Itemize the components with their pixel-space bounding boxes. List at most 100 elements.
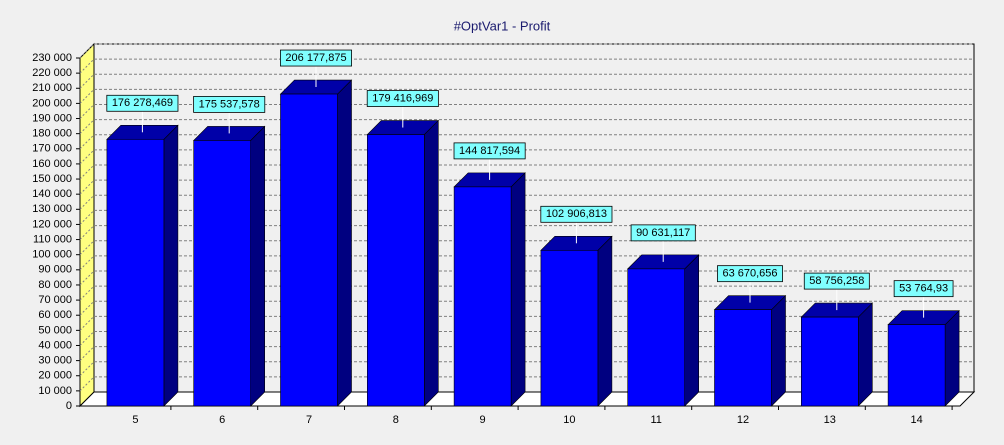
wall-grid-line [79,119,95,135]
bar-side [337,79,352,407]
x-tick-label: 12 [737,414,749,426]
wall-grid-line [79,285,95,301]
value-label: 53 764,93 [899,283,948,295]
y-tick-label: 120 000 [32,218,72,230]
bar [887,324,946,407]
x-tick-label: 5 [132,414,138,426]
y-tick-label: 60 000 [38,309,72,321]
value-label: 102 906,813 [546,208,607,220]
y-tick-label: 110 000 [33,233,72,245]
value-label-box [453,142,526,160]
bar-side [510,172,526,407]
wall-grid-line [79,315,95,331]
x-tick-label: 7 [306,414,312,426]
value-label-box [106,94,179,112]
value-label: 58 756,258 [809,275,864,287]
value-label: 206 177,875 [285,52,346,64]
wall-grid-line [79,179,95,195]
y-tick-label: 130 000 [32,203,72,215]
wall-grid-line [79,104,95,119]
value-label: 144 817,594 [459,145,520,157]
bar [106,138,165,407]
value-label-box [893,280,954,298]
y-tick-label: 220 000 [32,67,72,79]
value-label: 90 631,117 [636,227,690,239]
y-tick-label: 20 000 [38,370,72,382]
bar [366,134,425,407]
bar [714,309,772,407]
y-tick-label: 140 000 [32,188,72,200]
y-tick-label: 100 000 [32,249,72,261]
value-label: 175 537,578 [199,98,260,110]
x-tick-label: 14 [910,414,922,426]
y-tick-label: 170 000 [32,143,72,155]
wall-grid-line [79,376,95,392]
value-label-box [280,49,352,67]
wall-grid-line [79,300,95,316]
wall-grid-line [79,255,95,271]
value-label-box [193,96,266,113]
bar [627,268,686,407]
y-tick-label: 210 000 [32,82,72,94]
value-label-box [630,224,696,242]
x-tick-label: 8 [393,414,399,426]
wall-grid-line [79,270,95,286]
y-tick-label: 180 000 [32,128,72,140]
y-tick-label: 80 000 [38,279,72,291]
value-label: 176 278,469 [112,97,173,109]
y-tick-label: 10 000 [38,385,72,397]
y-tick-label: 90 000 [38,264,72,276]
chart-title: #OptVar1 - Profit [454,18,551,33]
wall-grid-line [79,225,95,240]
y-tick-label: 0 [66,400,72,412]
y-tick-label: 30 000 [38,355,72,367]
bar [453,186,512,407]
y-tick-label: 40 000 [38,339,72,351]
bar-side [250,125,266,407]
wall-grid-line [79,194,95,210]
bar [280,93,338,407]
bar-side [597,235,613,407]
wall-grid-line [79,331,95,346]
bar [800,316,859,407]
bar-side [944,309,960,407]
bar-side [857,302,873,407]
wall-grid-line [79,210,95,225]
bar-side [771,294,786,407]
y-tick-label: 50 000 [38,324,72,336]
wall-grid-line [79,361,95,377]
wall-grid-line [79,240,95,256]
x-tick-label: 13 [824,414,836,426]
x-tick-label: 6 [219,414,225,426]
y-tick-label: 160 000 [32,158,72,170]
left-wall [79,42,95,408]
wall-grid-line [79,43,95,59]
wall-grid-line [79,89,95,104]
y-tick-label: 230 000 [32,52,72,64]
wall-grid-line [79,58,95,74]
value-label: 179 416,969 [372,92,433,104]
y-tick-label: 190 000 [32,112,72,124]
bar [193,140,251,407]
wall-grid-line [79,149,95,165]
x-tick-label: 9 [480,414,486,426]
bar-side [423,119,439,407]
bar [540,249,599,407]
wall-grid-line [79,73,95,89]
y-tick-label: 200 000 [32,97,72,109]
bar-side [684,254,700,407]
y-tick-label: 70 000 [38,294,72,306]
x-tick-label: 11 [650,414,661,426]
wall-grid-line [79,134,95,150]
value-label: 63 670,656 [722,268,777,280]
value-label-box [366,90,439,107]
wall-grid-line [79,164,95,180]
x-tick-label: 10 [563,414,575,426]
wall-grid-line [79,346,95,361]
y-tick-label: 150 000 [32,173,72,185]
value-label-box [540,205,613,223]
bar-side [163,124,179,407]
value-label-box [717,265,783,283]
value-label-box [803,272,870,290]
